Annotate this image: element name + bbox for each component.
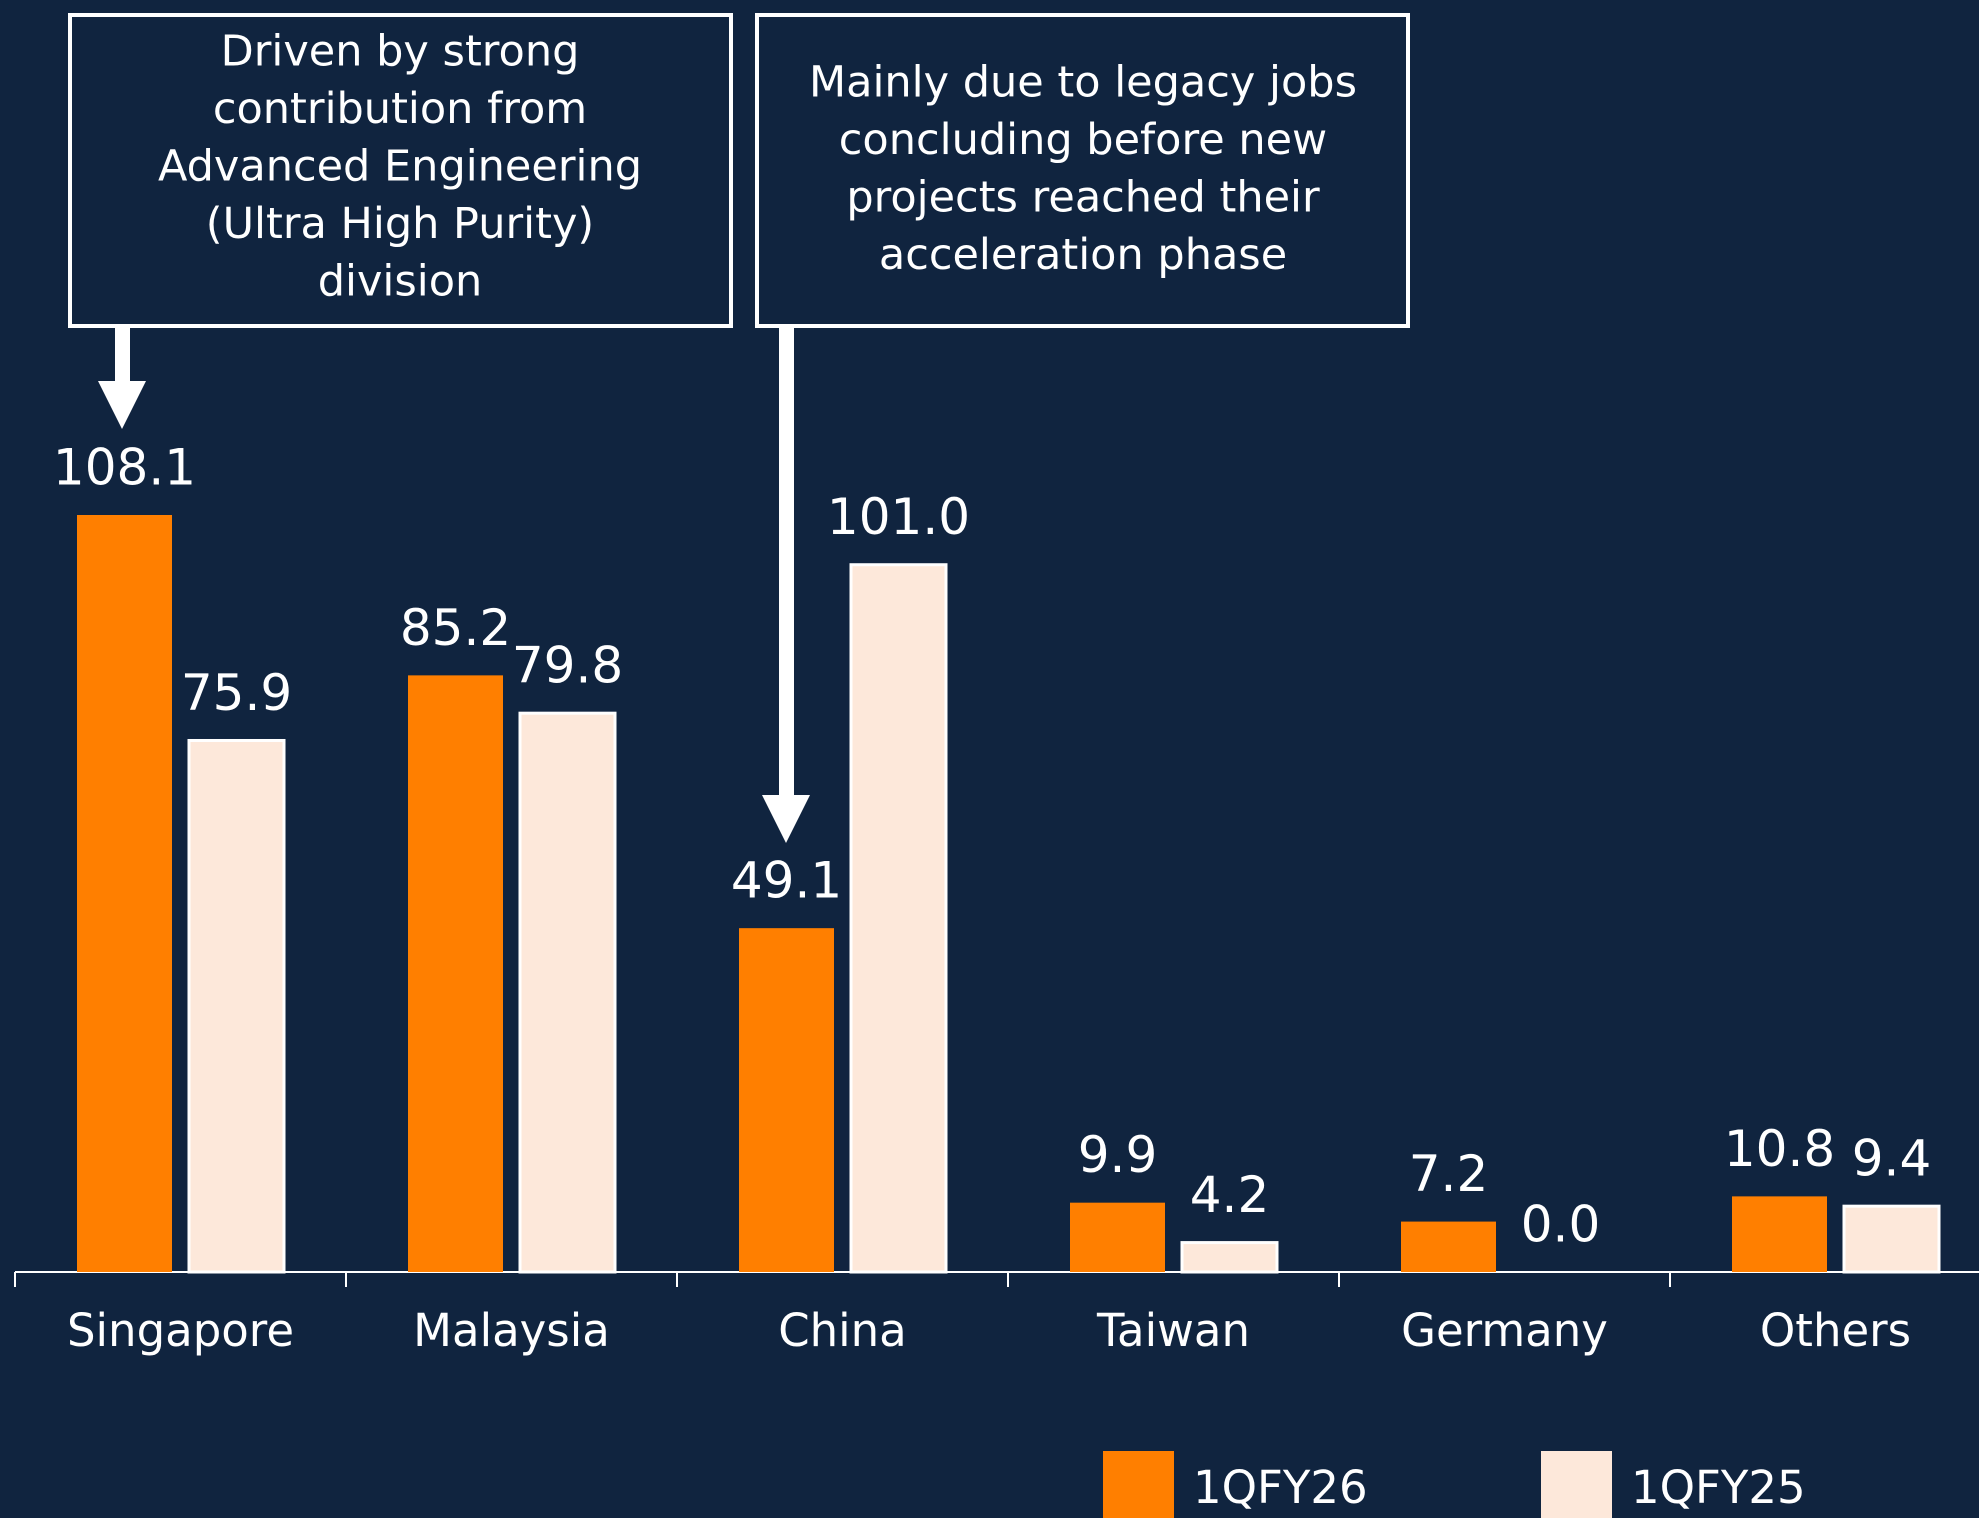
bar [1732, 1196, 1827, 1272]
annotation-text: Mainly due to legacy jobs [809, 58, 1357, 108]
bar [739, 928, 834, 1272]
annotation-text: Advanced Engineering [158, 142, 642, 192]
data-label: 4.2 [1190, 1166, 1270, 1224]
data-label: 0.0 [1521, 1196, 1601, 1254]
annotation-text: acceleration phase [879, 230, 1287, 280]
annotation-text: contribution from [213, 84, 587, 134]
annotation-text: Driven by strong [221, 27, 580, 77]
data-label: 75.9 [181, 664, 292, 722]
data-label: 7.2 [1409, 1145, 1489, 1203]
legend-label: 1QFY26 [1193, 1461, 1368, 1514]
bar [1842, 1204, 1941, 1274]
arrow-head [98, 381, 146, 429]
bar [849, 563, 948, 1274]
annotation-text: (Ultra High Purity) [206, 199, 594, 249]
x-tick-label: Germany [1401, 1304, 1608, 1357]
annotation-box [68, 13, 733, 328]
data-label: 101.0 [827, 488, 970, 546]
x-tick-label: Malaysia [413, 1304, 610, 1357]
arrow-shaft [779, 326, 794, 797]
data-label: 108.1 [53, 439, 196, 497]
bar [408, 675, 503, 1272]
legend-swatch [1103, 1451, 1174, 1518]
data-label: 9.9 [1078, 1126, 1158, 1184]
data-label: 49.1 [731, 852, 842, 910]
bar [518, 711, 617, 1274]
bar [1180, 1241, 1279, 1274]
annotation-text: projects reached their [846, 173, 1320, 223]
x-tick-label: Taiwan [1096, 1304, 1250, 1357]
annotation-text: division [318, 257, 483, 307]
legend-swatch [1541, 1451, 1612, 1518]
x-tick-label: China [778, 1304, 907, 1357]
data-label: 9.4 [1852, 1130, 1932, 1188]
bar [1401, 1221, 1496, 1272]
annotation-text: concluding before new [839, 115, 1327, 165]
bar [187, 738, 286, 1274]
arrow-shaft [115, 326, 130, 383]
bar [1070, 1202, 1165, 1272]
data-label: 10.8 [1724, 1120, 1835, 1178]
bar [77, 515, 172, 1272]
x-tick-label: Others [1760, 1304, 1911, 1357]
annotation-box [755, 13, 1410, 328]
arrow-head [762, 795, 810, 843]
x-tick-label: Singapore [67, 1304, 294, 1357]
data-label: 85.2 [400, 599, 511, 657]
data-label: 79.8 [512, 637, 623, 695]
legend-label: 1QFY25 [1631, 1461, 1806, 1514]
